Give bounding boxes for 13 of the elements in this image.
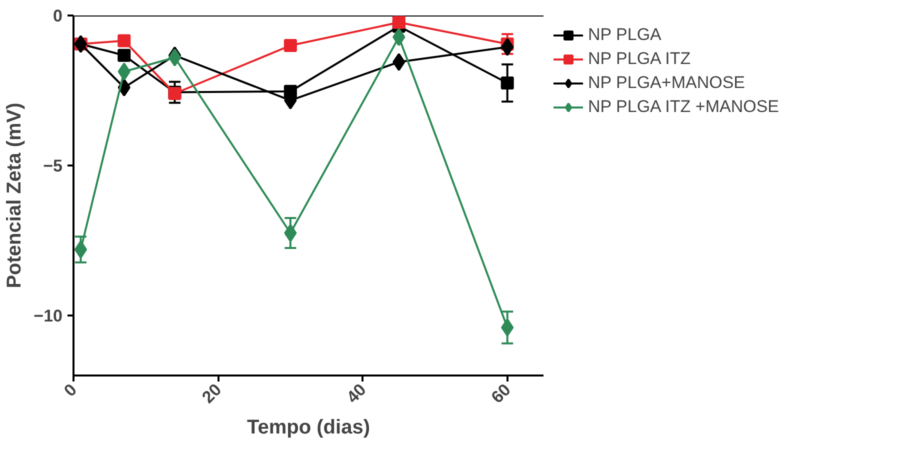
y-tick-label: −10 (34, 306, 63, 326)
legend-label: NP PLGA ITZ +MANOSE (588, 97, 779, 117)
y-tick-label: 0 (53, 6, 63, 26)
y-tick-label: −5 (43, 156, 63, 176)
y-axis-title: Potencial Zeta (mV) (4, 102, 26, 288)
x-tick-label: 40 (342, 380, 370, 407)
x-tick-label: 20 (198, 380, 226, 407)
legend-label: NP PLGA ITZ (588, 49, 691, 69)
x-axis-title: Tempo (dias) (247, 416, 370, 438)
legend-label: NP PLGA (588, 25, 662, 45)
x-tick-label: 60 (488, 380, 514, 407)
legend-label: NP PLGA+MANOSE (588, 73, 745, 93)
x-tick-label: 0 (60, 380, 81, 400)
